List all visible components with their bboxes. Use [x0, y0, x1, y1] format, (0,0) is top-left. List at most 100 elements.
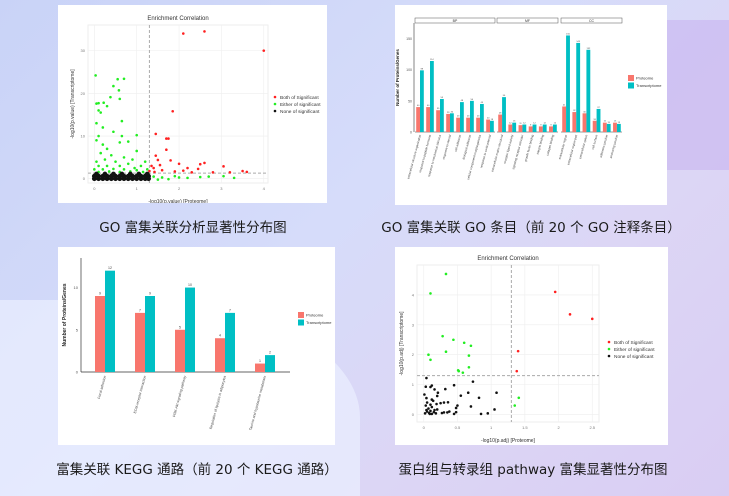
data-point	[435, 402, 438, 406]
x-tick-label: 1	[136, 186, 139, 191]
data-point	[97, 101, 100, 105]
bar-value-label: 7	[229, 308, 231, 312]
plot-area	[416, 264, 600, 423]
data-point	[433, 408, 436, 412]
data-point	[111, 171, 116, 177]
bar-value-label: 15	[604, 121, 607, 123]
chart-title: Enrichment Correlation	[147, 16, 208, 22]
x-tick-label: 2	[557, 425, 560, 430]
proteome-bar	[538, 126, 543, 132]
data-point	[428, 412, 432, 416]
y-tick-label: 30	[81, 48, 86, 53]
data-point	[126, 162, 130, 166]
data-point	[165, 137, 168, 140]
data-point	[429, 292, 432, 295]
x-tick-label: 0.5	[455, 425, 461, 430]
proteome-bar	[456, 117, 460, 132]
transcriptome-bar	[490, 120, 494, 132]
transcriptome-bar	[440, 98, 444, 132]
data-point	[429, 409, 432, 413]
data-point	[167, 137, 170, 140]
bar-value-label: 23	[477, 116, 480, 118]
x-category-label: cell adhesion	[454, 134, 462, 152]
data-point	[173, 174, 177, 178]
data-point	[116, 77, 119, 81]
data-point	[117, 89, 121, 92]
data-point	[467, 365, 471, 369]
data-point	[150, 164, 153, 168]
x-category-label: extracellular space	[578, 134, 588, 160]
data-point	[181, 32, 185, 35]
data-point	[160, 176, 164, 179]
bar-value-label: 12	[554, 123, 557, 125]
y-tick-label: 150	[406, 37, 412, 41]
data-point	[167, 177, 170, 181]
transcriptome-bar	[566, 35, 570, 133]
data-point	[424, 404, 428, 407]
transcriptome-bar	[596, 108, 601, 132]
legend-label: None of significant	[280, 109, 320, 115]
x-category-label: growth factor binding	[523, 134, 534, 162]
plot-area	[87, 24, 269, 184]
pathway-scatter-panel: 0 0.5 1 1.5 2 2.5 0 1 2 3 4 Enrichment Correlation -…	[395, 247, 668, 445]
data-point	[495, 391, 498, 394]
data-point	[245, 170, 249, 174]
data-point	[433, 388, 436, 391]
x-axis-label: -log10(p.value) [Proteome]	[148, 199, 208, 203]
bar-value-label: 30	[583, 111, 586, 113]
legend-marker	[607, 340, 611, 344]
data-point	[425, 396, 428, 400]
bar-value-label: 28	[499, 113, 502, 115]
data-point	[173, 170, 177, 173]
transcriptome-bar	[480, 103, 484, 132]
facet-label: CC	[589, 19, 595, 23]
proteome-bar	[562, 106, 567, 132]
data-point	[517, 396, 521, 400]
data-point	[139, 164, 143, 168]
y-tick-label: 3	[412, 322, 415, 327]
data-point	[198, 175, 202, 179]
legend-swatch	[628, 82, 634, 89]
y-axis-label: Number of Proteins/Genes	[62, 283, 68, 346]
proteome-bar	[582, 113, 587, 132]
data-point	[105, 164, 109, 168]
data-point	[105, 147, 109, 151]
facet-strip	[414, 17, 496, 24]
facet-strip	[496, 17, 559, 24]
data-point	[112, 130, 115, 134]
data-point	[112, 84, 115, 88]
x-category-label: signaling receptor activator	[511, 134, 524, 170]
proteome-bar	[446, 113, 450, 132]
data-point	[446, 400, 450, 404]
transcriptome-bar	[450, 113, 454, 132]
data-point	[122, 77, 126, 81]
data-point	[479, 412, 483, 416]
transcriptome-bar	[470, 100, 474, 132]
y-tick-label: 10	[74, 285, 79, 290]
data-point	[99, 151, 103, 155]
data-point	[444, 272, 448, 276]
bar-value-label: 13	[618, 122, 621, 124]
data-point	[442, 401, 446, 404]
y-axis-label: Number of Proteins/Genes	[395, 49, 400, 106]
facet-strip	[560, 17, 623, 24]
data-point	[515, 369, 519, 373]
data-point	[97, 164, 100, 168]
proteome-bar	[518, 125, 523, 132]
proteome-bar	[175, 329, 185, 372]
data-point	[171, 109, 175, 113]
data-point	[120, 134, 124, 138]
data-point	[152, 175, 155, 178]
legend-label: Proteome	[306, 313, 324, 318]
transcriptome-bar	[420, 70, 424, 132]
proteome-bar	[466, 117, 470, 132]
y-tick-label: 0	[412, 412, 415, 417]
proteome-bar	[95, 296, 105, 372]
transcriptome-bar	[145, 296, 155, 372]
x-category-label: response to steroid	[441, 134, 452, 160]
data-point	[228, 171, 232, 174]
x-axis-label: -log10(p.adj) [Proteome]	[481, 438, 536, 444]
proteome-bar	[602, 122, 607, 132]
data-point	[430, 412, 434, 416]
data-point	[102, 171, 108, 177]
